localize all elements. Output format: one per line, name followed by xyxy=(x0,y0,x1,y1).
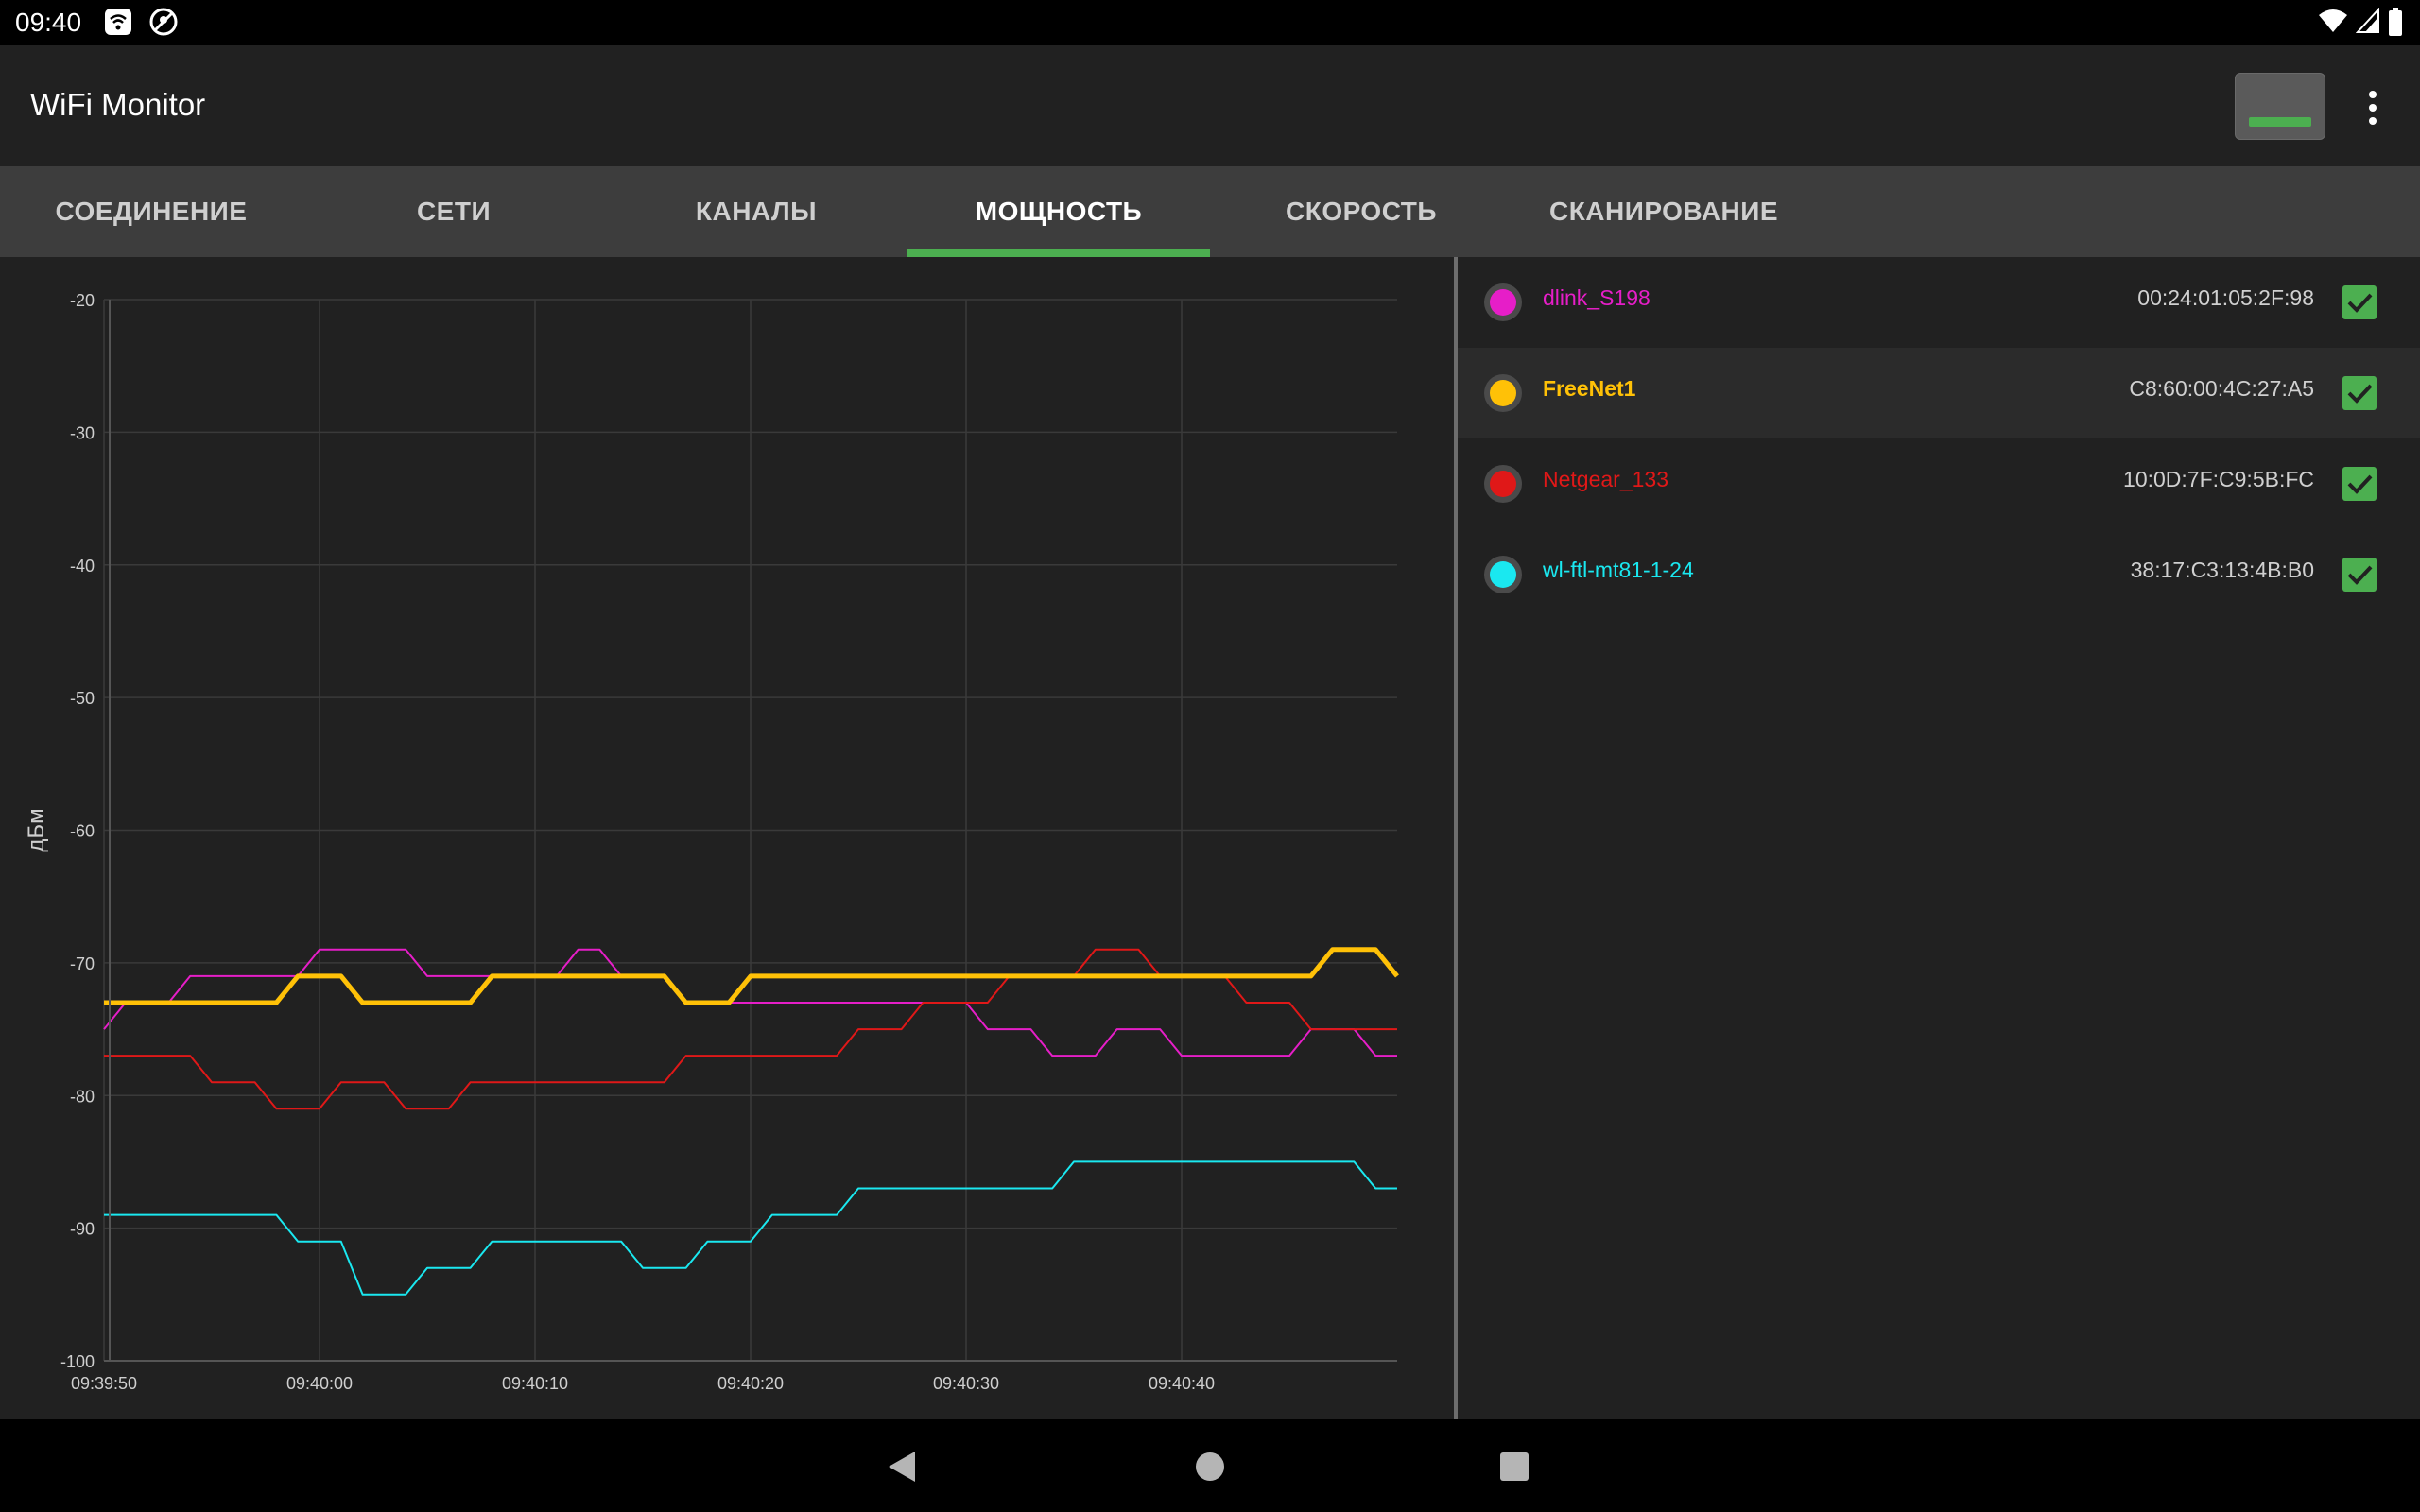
series-line-wl-ftl-mt81-1-24 xyxy=(104,1160,1397,1296)
x-tick-label: 09:40:30 xyxy=(933,1374,999,1393)
navigation-bar xyxy=(0,1419,2420,1512)
network-visible-checkbox[interactable] xyxy=(2342,558,2377,592)
home-icon xyxy=(1196,1452,1224,1481)
checkmark-icon xyxy=(2347,565,2373,585)
network-ssid: FreeNet1 xyxy=(1543,376,1636,401)
y-tick-label: -20 xyxy=(70,291,95,310)
more-options-button[interactable] xyxy=(2354,83,2392,130)
network-visible-checkbox[interactable] xyxy=(2342,285,2377,319)
series-line-FreeNet1 xyxy=(104,947,1399,1005)
x-tick-label: 09:40:10 xyxy=(502,1374,568,1393)
y-tick-label: -80 xyxy=(70,1087,95,1106)
tab-bar: СОЕДИНЕНИЕ СЕТИ КАНАЛЫ МОЩНОСТЬ СКОРОСТЬ… xyxy=(0,166,2420,257)
network-row-dlink[interactable]: dlink_S198 00:24:01:05:2F:98 xyxy=(1458,257,2420,348)
network-color-marker xyxy=(1484,284,1522,321)
network-mac: 10:0D:7F:C9:5B:FC xyxy=(2123,467,2314,491)
network-ssid: Netgear_133 xyxy=(1543,467,1668,491)
back-button[interactable] xyxy=(875,1440,928,1493)
chart-series xyxy=(103,947,1399,1296)
network-color-marker xyxy=(1484,465,1522,503)
back-icon xyxy=(889,1452,915,1482)
y-tick-label: -100 xyxy=(60,1352,95,1371)
y-tick-label: -70 xyxy=(70,954,95,973)
color-dot-icon xyxy=(1490,289,1516,316)
recents-icon xyxy=(1500,1452,1529,1481)
y-tick-label: -50 xyxy=(70,689,95,708)
display-mode-button[interactable] xyxy=(2235,73,2325,140)
y-tick-label: -40 xyxy=(70,557,95,576)
y-tick-label: -30 xyxy=(70,423,95,442)
tab-signal-strength[interactable]: МОЩНОСТЬ xyxy=(908,166,1210,257)
tab-scan[interactable]: СКАНИРОВАНИЕ xyxy=(1548,197,1779,226)
network-color-marker xyxy=(1484,374,1522,412)
chart-axes: -20 -30 -40 -50 -60 -70 -80 -90 -100 09:39:50 09:4… xyxy=(24,291,1397,1393)
color-dot-icon xyxy=(1490,471,1516,497)
x-tick-label: 09:40:00 xyxy=(286,1374,353,1393)
network-visible-checkbox[interactable] xyxy=(2342,376,2377,410)
recents-button[interactable] xyxy=(1488,1440,1541,1493)
x-tick-label: 09:40:40 xyxy=(1149,1374,1215,1393)
battery-icon xyxy=(2388,8,2403,41)
status-time: 09:40 xyxy=(15,8,82,37)
y-axis-label: дБм xyxy=(24,808,49,851)
x-tick-label: 09:40:20 xyxy=(717,1374,784,1393)
display-mode-icon xyxy=(2249,117,2311,127)
chart-grid xyxy=(103,299,1397,1362)
signal-strength-chart: -20 -30 -40 -50 -60 -70 -80 -90 -100 09:39:50 09:4… xyxy=(24,291,1399,1393)
network-list: dlink_S198 00:24:01:05:2F:98 FreeNet1 C8… xyxy=(1458,257,2420,1419)
network-mac: 00:24:01:05:2F:98 xyxy=(2137,285,2314,310)
wifi-notification-icon xyxy=(104,8,132,41)
checkmark-icon xyxy=(2347,474,2373,494)
y-tick-label: -90 xyxy=(70,1220,95,1239)
pane-divider[interactable] xyxy=(1454,257,1458,1419)
home-button[interactable] xyxy=(1184,1440,1236,1493)
tab-speed[interactable]: СКОРОСТЬ xyxy=(1286,197,1437,226)
wifi-signal-icon xyxy=(2318,8,2348,39)
app-bar: WiFi Monitor xyxy=(0,45,2420,166)
network-ssid: dlink_S198 xyxy=(1543,285,1651,310)
signal-chart-pane: -20 -30 -40 -50 -60 -70 -80 -90 -100 09:39:50 09:4… xyxy=(0,257,1454,1419)
network-row-netgear[interactable]: Netgear_133 10:0D:7F:C9:5B:FC xyxy=(1458,438,2420,529)
color-dot-icon xyxy=(1490,380,1516,406)
series-line-dlink_S198 xyxy=(103,948,1397,1057)
network-mac: C8:60:00:4C:27:A5 xyxy=(2129,376,2314,401)
tab-connection[interactable]: СОЕДИНЕНИЕ xyxy=(55,197,248,226)
network-row-wl-ftl[interactable]: wl-ftl-mt81-1-24 38:17:C3:13:4B:B0 xyxy=(1458,529,2420,620)
network-mac: 38:17:C3:13:4B:B0 xyxy=(2130,558,2314,582)
x-tick-label: 09:39:50 xyxy=(71,1374,137,1393)
y-tick-label: -60 xyxy=(70,822,95,841)
tab-networks[interactable]: СЕТИ xyxy=(416,197,492,226)
cell-signal-icon xyxy=(2355,7,2380,39)
network-row-freenet[interactable]: FreeNet1 C8:60:00:4C:27:A5 xyxy=(1458,348,2420,438)
network-ssid: wl-ftl-mt81-1-24 xyxy=(1543,558,1694,582)
network-color-marker xyxy=(1484,556,1522,593)
status-bar: 09:40 xyxy=(0,0,2420,45)
tab-channels[interactable]: КАНАЛЫ xyxy=(695,197,818,226)
color-dot-icon xyxy=(1490,561,1516,588)
checkmark-icon xyxy=(2347,384,2373,404)
checkmark-icon xyxy=(2347,293,2373,313)
network-visible-checkbox[interactable] xyxy=(2342,467,2377,501)
location-off-icon xyxy=(149,8,178,41)
app-title: WiFi Monitor xyxy=(30,87,206,122)
